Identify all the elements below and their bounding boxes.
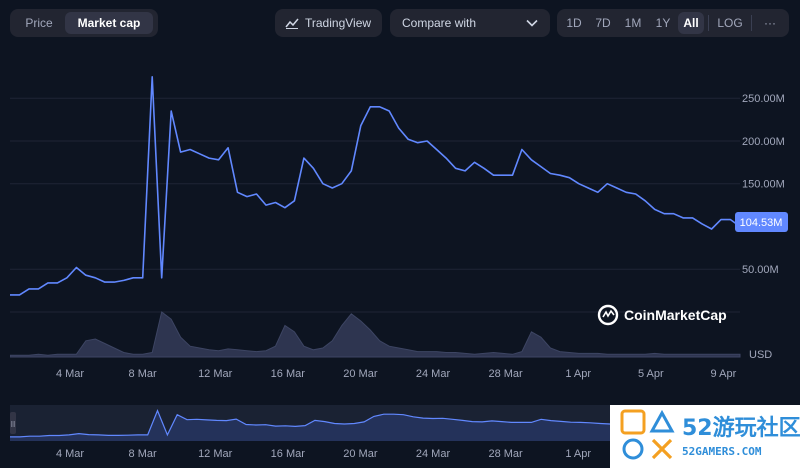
log-toggle[interactable]: LOG xyxy=(717,16,743,30)
navigator-tick-label: 16 Mar xyxy=(271,448,306,460)
navigator-tick-label: 20 Mar xyxy=(343,448,378,460)
navigator-series-line xyxy=(10,409,610,438)
x-tick-label: 9 Apr xyxy=(711,368,737,380)
site-logo-title: 52游玩社区 xyxy=(682,415,800,441)
navigator-handle[interactable] xyxy=(10,412,16,434)
navigator-tick-label: 24 Mar xyxy=(416,448,451,460)
coinmarketcap-brand: CoinMarketCap xyxy=(624,307,727,323)
x-tick-label: 4 Mar xyxy=(56,368,84,380)
range-1d[interactable]: 1D xyxy=(566,16,582,30)
tradingview-button[interactable]: TradingView xyxy=(275,9,382,37)
market-cap-line xyxy=(10,76,741,296)
site-logo-graphic: 52游玩社区 52GAMERS.COM xyxy=(620,409,800,460)
more-options-button[interactable]: ··· xyxy=(764,16,776,30)
x-tick-label: 16 Mar xyxy=(271,368,306,380)
site-logo-domain: 52GAMERS.COM xyxy=(682,445,762,458)
navigator-tick-label: 28 Mar xyxy=(488,448,523,460)
coinmarketcap-watermark: CoinMarketCap xyxy=(597,304,727,326)
navigator-tick-label: 8 Mar xyxy=(129,448,157,460)
market-cap-series-line xyxy=(10,76,741,296)
navigator-tick-label: 12 Mar xyxy=(198,448,233,460)
coinmarketcap-logo-mark xyxy=(602,309,615,318)
y-tick-label: 150.00M xyxy=(742,179,785,191)
currency-label: USD xyxy=(749,349,772,361)
x-tick-label: 12 Mar xyxy=(198,368,233,380)
navigator-line xyxy=(10,409,610,441)
gridlines xyxy=(10,97,740,313)
chevron-down-icon xyxy=(526,19,538,27)
range-navigator[interactable]: II xyxy=(10,405,610,445)
time-range-selector: 1D 7D 1M 1Y All LOG ··· xyxy=(557,9,789,37)
x-tick-label: 20 Mar xyxy=(343,368,378,380)
y-tick-label: 250.00M xyxy=(742,93,785,105)
market-cap-chart[interactable]: 50.00M 150.00M 200.00M 250.00M 4 Mar 8 Mar 12… xyxy=(10,52,790,382)
compare-dropdown[interactable]: Compare with xyxy=(390,9,550,37)
x-tick-label: 1 Apr xyxy=(565,368,591,380)
compare-label: Compare with xyxy=(402,16,477,30)
market-cap-tab[interactable]: Market cap xyxy=(65,12,153,34)
current-value-label: 104.53M xyxy=(740,217,783,229)
current-value-badge: 104.53M xyxy=(735,212,788,232)
toolbar-divider xyxy=(751,15,752,31)
navigator-x-labels: 4 Mar 8 Mar 12 Mar 16 Mar 20 Mar 24 Mar 28 Mar… xyxy=(56,448,591,460)
navigator-tick-label: 4 Mar xyxy=(56,448,84,460)
view-toggle: Price Market cap xyxy=(10,9,158,37)
toolbar-divider xyxy=(708,15,709,31)
volume-shape xyxy=(10,311,741,358)
volume-area xyxy=(10,311,741,358)
site-logo: 52游玩社区 52GAMERS.COM xyxy=(610,405,800,468)
navigator-handle-grip: II xyxy=(11,420,15,429)
game-controller-icon xyxy=(620,409,675,460)
coinmarketcap-logo-icon xyxy=(597,304,619,326)
range-1m[interactable]: 1M xyxy=(624,16,642,30)
x-tick-label: 28 Mar xyxy=(488,368,523,380)
x-axis-labels: 4 Mar 8 Mar 12 Mar 16 Mar 20 Mar 24 Mar 28 Mar… xyxy=(56,368,737,380)
x-tick-label: 8 Mar xyxy=(129,368,157,380)
x-tick-label: 24 Mar xyxy=(416,368,451,380)
price-tab[interactable]: Price xyxy=(25,16,53,30)
tradingview-label: TradingView xyxy=(305,16,372,30)
chart-toolbar: Price Market cap TradingView Compare wit… xyxy=(0,0,800,46)
chart-icon xyxy=(285,18,299,29)
y-tick-label: 200.00M xyxy=(742,136,785,148)
x-tick-label: 5 Apr xyxy=(638,368,664,380)
range-all[interactable]: All xyxy=(678,12,704,34)
navigator-tick-label: 1 Apr xyxy=(565,448,591,460)
range-1y[interactable]: 1Y xyxy=(655,16,671,30)
range-7d[interactable]: 7D xyxy=(595,16,611,30)
y-tick-label: 50.00M xyxy=(742,264,779,276)
y-axis-labels: 50.00M 150.00M 200.00M 250.00M xyxy=(742,93,785,276)
